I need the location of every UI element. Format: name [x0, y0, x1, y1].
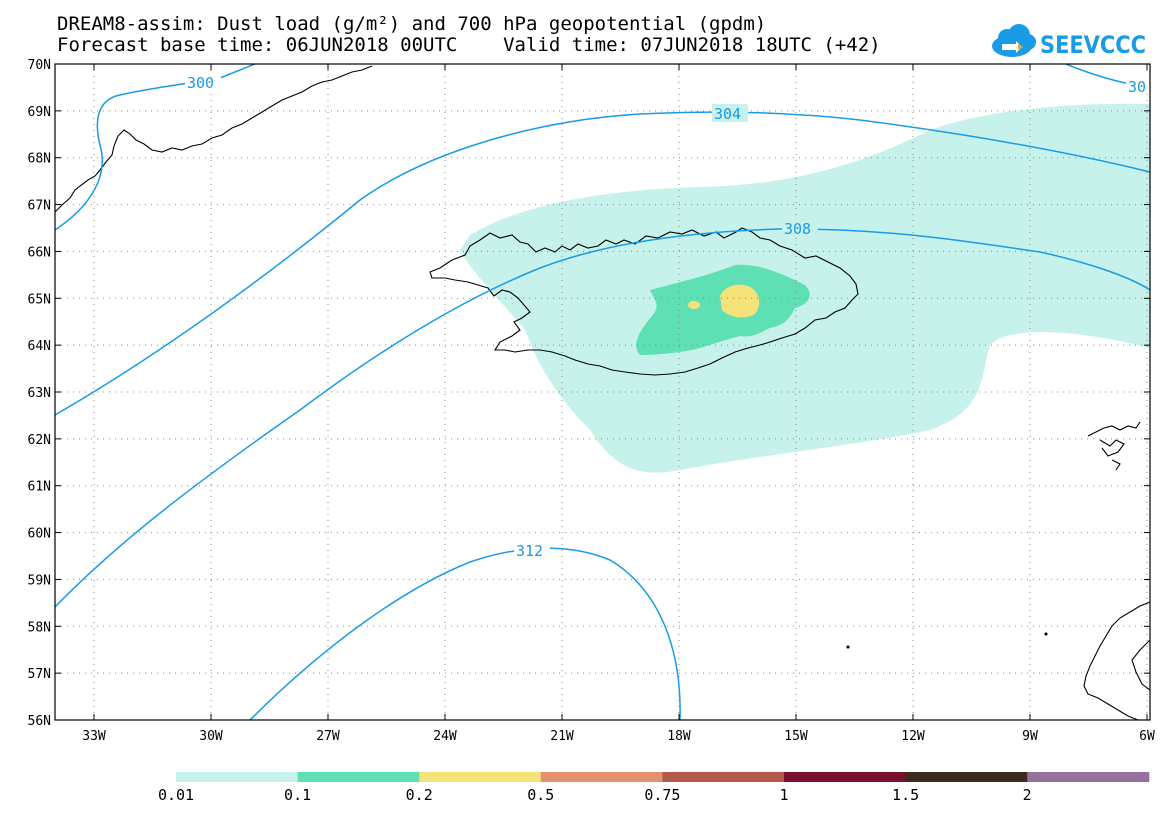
lat-label-56N: 56N	[28, 714, 51, 729]
colorbar-swatch	[905, 772, 1028, 782]
lon-label-9W: 9W	[1022, 729, 1038, 744]
lat-label-70N: 70N	[28, 58, 51, 73]
map-title: DREAM8-assim: Dust load (g/m²) and 700 h…	[57, 13, 767, 35]
coastlines	[55, 65, 1150, 720]
lon-label-6W: 6W	[1139, 729, 1155, 744]
colorbar-swatch	[419, 772, 542, 782]
axis-ticks	[55, 63, 1150, 721]
lon-label-27W: 27W	[316, 729, 340, 744]
contour-312	[249, 547, 681, 720]
contour-308	[55, 228, 1150, 608]
colorbar-labels: 0.01 0.1 0.2 0.5 0.75 1 1.5 2	[158, 786, 1032, 804]
contour-labels: 300 304 308 312 30	[185, 73, 1150, 560]
lat-label-64N: 64N	[28, 339, 51, 354]
latitude-labels: 70N 69N 68N 67N 66N 65N 64N 63N 62N 61N 60N 59N 58N 5…	[28, 58, 51, 729]
dust-region-0-2	[720, 284, 760, 318]
seevccc-logo: SEEVCCC	[992, 24, 1146, 59]
lat-label-68N: 68N	[28, 152, 51, 167]
logo-text: SEEVCCC	[1040, 31, 1146, 59]
lon-label-30W: 30W	[199, 729, 223, 744]
lat-label-58N: 58N	[28, 620, 51, 635]
colorbar-label-0.1: 0.1	[284, 786, 311, 804]
cloud-icon	[992, 24, 1036, 57]
lat-label-63N: 63N	[28, 386, 51, 401]
contour-label-300-east: 30	[1128, 78, 1146, 96]
lat-label-66N: 66N	[28, 245, 51, 260]
lat-label-61N: 61N	[28, 480, 51, 495]
lat-label-67N: 67N	[28, 199, 51, 214]
colorbar-swatch	[297, 772, 420, 782]
map-subtitle: Forecast base time: 06JUN2018 00UTC Vali…	[57, 34, 881, 56]
colorbar-label-2: 2	[1023, 786, 1032, 804]
coast-northeast	[1083, 601, 1150, 720]
lon-label-18W: 18W	[667, 729, 691, 744]
colorbar-label-0.75: 0.75	[644, 786, 680, 804]
colorbar-swatch	[1027, 772, 1150, 782]
lat-label-62N: 62N	[28, 433, 51, 448]
lat-label-59N: 59N	[28, 573, 51, 588]
lon-label-33W: 33W	[82, 729, 106, 744]
contour-label-312: 312	[516, 542, 543, 560]
colorbar-label-0.01: 0.01	[158, 786, 194, 804]
lat-label-65N: 65N	[28, 292, 51, 307]
colorbar-label-1.5: 1.5	[892, 786, 919, 804]
dust-region-0-2-small	[688, 301, 700, 309]
colorbar-swatch	[540, 772, 663, 782]
colorbar-swatch	[784, 772, 907, 782]
coast-iceland	[429, 227, 859, 376]
colorbar-swatch	[176, 772, 299, 782]
colorbar-label-0.5: 0.5	[527, 786, 554, 804]
contour-label-304: 304	[714, 105, 741, 123]
lat-label-60N: 60N	[28, 527, 51, 542]
contour-label-308: 308	[784, 220, 811, 238]
colorbar-label-1: 1	[779, 786, 788, 804]
contour-304	[55, 111, 1150, 416]
lon-label-21W: 21W	[550, 729, 574, 744]
graticule	[55, 64, 1150, 720]
contour-label-300: 300	[187, 74, 214, 92]
longitude-labels: 33W 30W 27W 24W 21W 18W 15W 12W 9W 6W	[82, 729, 1155, 744]
coast-greenland	[55, 65, 373, 213]
lon-label-12W: 12W	[901, 729, 925, 744]
coast-faroe	[1087, 421, 1141, 471]
colorbar	[176, 772, 1150, 782]
lon-label-24W: 24W	[433, 729, 457, 744]
colorbar-label-0.2: 0.2	[406, 786, 433, 804]
lon-label-15W: 15W	[784, 729, 808, 744]
colorbar-swatch	[662, 772, 785, 782]
contour-300-west	[55, 64, 256, 231]
lat-label-69N: 69N	[28, 105, 51, 120]
lat-label-57N: 57N	[28, 667, 51, 682]
